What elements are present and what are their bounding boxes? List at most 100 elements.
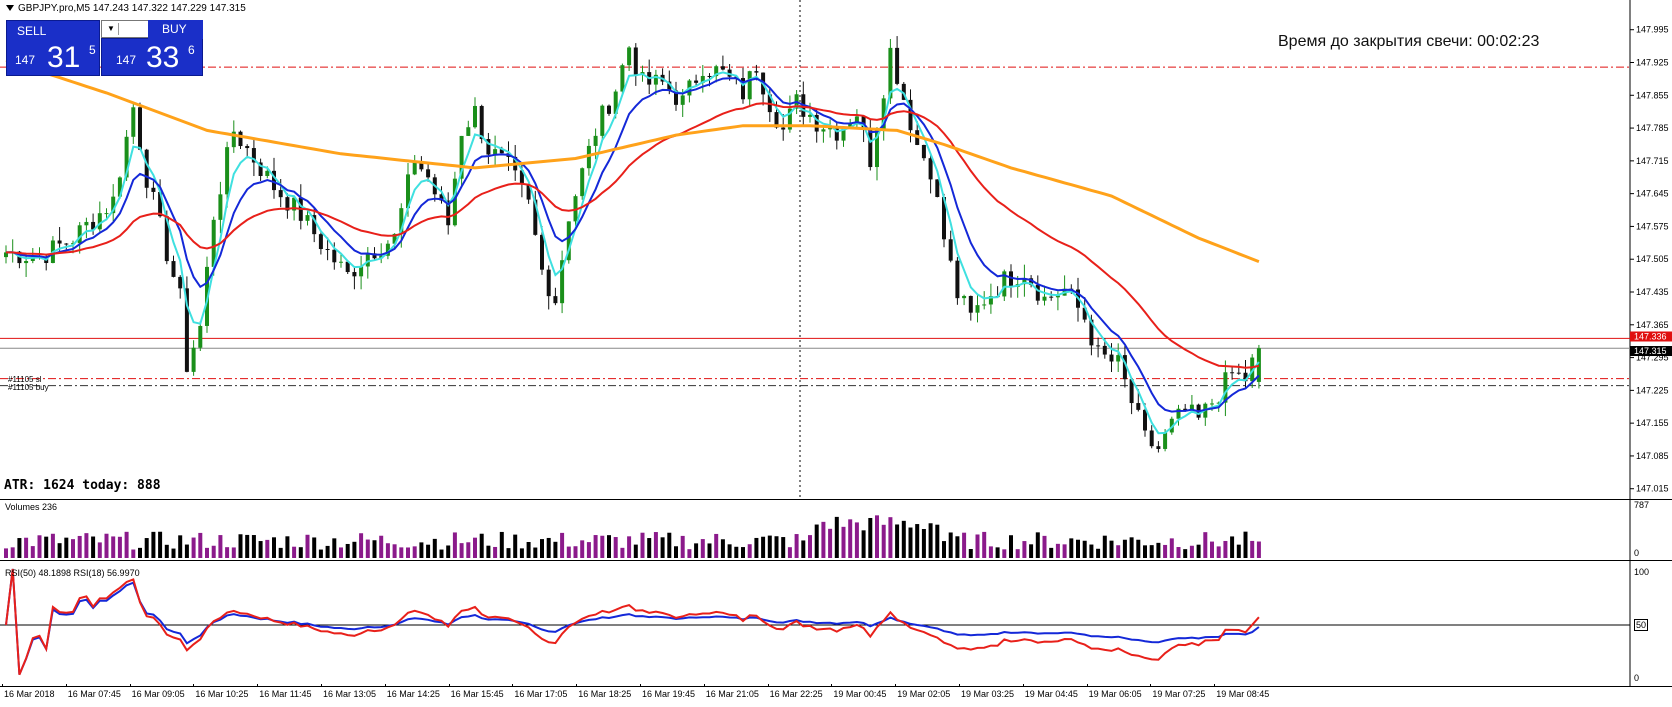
lot-decrease-icon[interactable]: ▼ — [104, 23, 119, 35]
volume-panel[interactable]: Volumes 236 787 0 — [0, 500, 1672, 560]
candle-body — [332, 249, 337, 263]
volume-bar — [138, 547, 142, 558]
volume-bar — [948, 532, 953, 558]
volume-bar — [694, 543, 699, 558]
main-chart-panel[interactable]: 147.995 147.925 147.855 147.785 147.715 147.6… — [0, 0, 1672, 500]
symbol-title: GBPJPY.pro,M5 147.243 147.322 147.229 14… — [6, 3, 246, 14]
candle-body — [707, 75, 712, 77]
candle-body — [325, 249, 330, 251]
volume-bar — [1223, 540, 1228, 558]
candle-body — [720, 66, 725, 70]
candle-body — [1049, 296, 1054, 298]
volume-bar — [720, 539, 725, 558]
candle-body — [97, 213, 102, 230]
volume-bar — [841, 526, 846, 558]
buy-button[interactable]: 147 33 6 — [101, 38, 203, 76]
candle-body — [385, 243, 390, 256]
sell-price-big: 31 — [47, 41, 81, 74]
volume-bar — [787, 547, 792, 558]
candle-body — [908, 99, 913, 131]
volume-bar — [928, 523, 933, 558]
buy-price-prefix: 147 — [116, 53, 137, 67]
candle-body — [667, 81, 672, 91]
volume-bar — [700, 539, 705, 558]
volume-bar — [452, 532, 457, 558]
candle-body — [1250, 357, 1255, 382]
time-axis[interactable]: 16 Mar 2018 16 Mar 07:45 16 Mar 09:05 16 Ma… — [0, 684, 1630, 707]
candle-body — [868, 128, 873, 168]
candle-body — [479, 105, 484, 140]
candle-body — [1122, 355, 1127, 380]
candle-body — [111, 196, 116, 214]
candle-body — [566, 221, 571, 261]
panel-separator[interactable] — [0, 560, 1672, 561]
volume-bar — [908, 527, 913, 558]
candle-body — [593, 135, 598, 146]
rsi-scale-mid: 50 — [1634, 619, 1649, 631]
volume-bar — [506, 548, 511, 558]
volume-bar — [834, 516, 839, 558]
volume-bar — [1196, 544, 1201, 558]
buy-label-box[interactable]: BUY — [148, 20, 203, 39]
volume-bar — [988, 546, 993, 558]
candle-body — [138, 107, 142, 150]
volume-bar — [653, 532, 658, 558]
volume-bar — [741, 547, 745, 558]
volume-bar — [419, 542, 424, 558]
volume-bar — [245, 534, 250, 558]
candle-body — [586, 145, 591, 169]
candle-body — [1143, 409, 1147, 431]
time-axis-tick — [831, 684, 833, 687]
candle-body — [318, 234, 323, 250]
time-axis-label: 16 Mar 10:25 — [195, 689, 249, 699]
candle-body — [1236, 372, 1241, 374]
candle-body — [238, 131, 243, 147]
price-tick-label: 147.435 — [1636, 287, 1669, 297]
volume-bar — [211, 545, 216, 558]
candle-body — [694, 80, 699, 83]
candle-body — [251, 148, 256, 163]
time-axis-label: 19 Mar 07:25 — [1152, 689, 1206, 699]
volume-bar — [915, 524, 920, 558]
volume-bar — [881, 524, 886, 558]
candle-body — [814, 114, 819, 132]
volume-bar — [479, 533, 484, 558]
sell-price-prefix: 147 — [15, 53, 36, 67]
rsi-panel[interactable]: RSI(50) 48.1898 RSI(18) 56.9970 100 50 0 — [0, 561, 1672, 686]
candle-body — [419, 162, 424, 170]
panel-separator[interactable] — [0, 499, 1672, 500]
sell-label: SELL — [17, 24, 47, 38]
volume-bar — [942, 541, 946, 558]
time-axis-tick — [1214, 684, 1216, 687]
candle-body — [312, 215, 317, 235]
candle-body — [151, 187, 156, 192]
candle-body — [580, 168, 585, 197]
volume-bar — [854, 522, 859, 558]
candle-body — [446, 200, 451, 226]
volume-bar — [901, 520, 906, 558]
volume-bar — [117, 536, 122, 558]
volume-bar — [325, 545, 330, 558]
candle-body — [747, 71, 752, 100]
volume-bar — [352, 541, 357, 558]
time-axis-label: 16 Mar 19:45 — [642, 689, 696, 699]
candle-body — [674, 90, 678, 105]
volume-bar — [218, 535, 223, 558]
volume-bar — [164, 544, 169, 558]
candle-body — [781, 127, 786, 130]
volume-bar — [868, 517, 873, 558]
symbol-ohlc-text: GBPJPY.pro,M5 147.243 147.322 147.229 14… — [18, 3, 246, 14]
candle-body — [426, 169, 431, 178]
volume-bar — [667, 532, 672, 558]
price-chart[interactable]: 147.995 147.925 147.855 147.785 147.715 147.6… — [0, 0, 1672, 500]
candle-body — [1169, 418, 1174, 433]
volume-bar — [1143, 545, 1147, 558]
ma-slow-line — [6, 102, 1260, 369]
sell-button[interactable]: SELL 147 31 5 — [6, 20, 100, 76]
volume-bar — [861, 530, 866, 558]
volume-bar — [627, 536, 632, 558]
bid-price-tag-bg — [1630, 346, 1672, 357]
order-label-buy: #11105 buy — [8, 383, 49, 392]
candle-body — [848, 124, 853, 128]
time-axis-tick — [895, 684, 897, 687]
